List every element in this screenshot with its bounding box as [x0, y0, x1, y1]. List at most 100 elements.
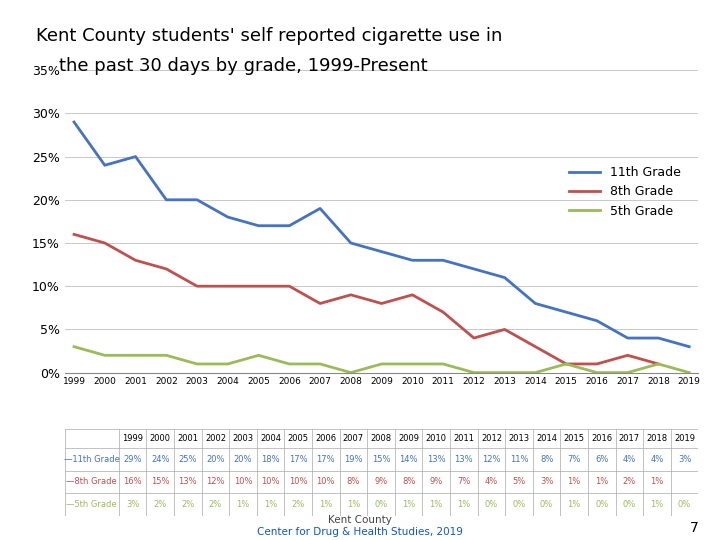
Text: 1%: 1%	[430, 500, 443, 509]
Text: 11%: 11%	[510, 455, 528, 464]
Text: 3%: 3%	[678, 455, 691, 464]
5th Grade	[70, 343, 78, 350]
Text: 4%: 4%	[650, 455, 664, 464]
Text: 2%: 2%	[153, 500, 167, 509]
5th Grade	[685, 369, 693, 376]
5th Grade	[531, 369, 540, 376]
Text: 1%: 1%	[457, 500, 470, 509]
11th Grade	[438, 257, 447, 264]
Text: 7: 7	[690, 521, 698, 535]
Text: 2017: 2017	[618, 434, 640, 443]
Text: 2006: 2006	[315, 434, 336, 443]
8th Grade	[346, 292, 355, 298]
8th Grade	[285, 283, 294, 289]
Text: 12%: 12%	[482, 455, 500, 464]
8th Grade	[377, 300, 386, 307]
Text: 15%: 15%	[372, 455, 390, 464]
Text: 2001: 2001	[177, 434, 198, 443]
11th Grade	[531, 300, 540, 307]
Text: 2%: 2%	[292, 500, 305, 509]
Text: 1%: 1%	[567, 477, 581, 487]
Text: 2013: 2013	[508, 434, 530, 443]
Text: 18%: 18%	[261, 455, 280, 464]
Text: 2000: 2000	[150, 434, 171, 443]
5th Grade	[101, 352, 109, 359]
Text: 0%: 0%	[540, 500, 553, 509]
8th Grade	[70, 231, 78, 238]
Text: the past 30 days by grade, 1999-Present: the past 30 days by grade, 1999-Present	[36, 57, 428, 75]
11th Grade	[624, 335, 632, 341]
5th Grade	[162, 352, 171, 359]
5th Grade	[469, 369, 478, 376]
Text: 0%: 0%	[485, 500, 498, 509]
Text: 20%: 20%	[234, 455, 252, 464]
8th Grade	[223, 283, 232, 289]
8th Grade	[408, 292, 417, 298]
Text: Center for Drug & Health Studies, 2019: Center for Drug & Health Studies, 2019	[257, 527, 463, 537]
Text: 4%: 4%	[485, 477, 498, 487]
5th Grade	[131, 352, 140, 359]
Text: 15%: 15%	[151, 477, 169, 487]
Text: 9%: 9%	[374, 477, 387, 487]
Text: 1%: 1%	[236, 500, 250, 509]
Text: 19%: 19%	[344, 455, 363, 464]
Text: 20%: 20%	[206, 455, 225, 464]
Text: —5th Grade: —5th Grade	[66, 500, 117, 509]
Text: 6%: 6%	[595, 455, 608, 464]
11th Grade	[469, 266, 478, 272]
8th Grade	[316, 300, 325, 307]
8th Grade	[101, 240, 109, 246]
Text: 2014: 2014	[536, 434, 557, 443]
5th Grade	[377, 361, 386, 367]
Text: 0%: 0%	[595, 500, 608, 509]
Text: —11th Grade: —11th Grade	[64, 455, 120, 464]
Text: 12%: 12%	[206, 477, 225, 487]
8th Grade	[531, 343, 540, 350]
Text: —8th Grade: —8th Grade	[66, 477, 117, 487]
5th Grade	[408, 361, 417, 367]
8th Grade	[131, 257, 140, 264]
Line: 8th Grade: 8th Grade	[74, 234, 658, 364]
11th Grade	[377, 248, 386, 255]
Text: 10%: 10%	[317, 477, 335, 487]
Text: 0%: 0%	[623, 500, 636, 509]
Text: 10%: 10%	[234, 477, 252, 487]
Text: 2007: 2007	[343, 434, 364, 443]
Text: 7%: 7%	[567, 455, 581, 464]
11th Grade	[223, 214, 232, 220]
Text: Kent County: Kent County	[328, 515, 392, 525]
8th Grade	[438, 309, 447, 315]
11th Grade	[408, 257, 417, 264]
5th Grade	[193, 361, 202, 367]
Text: 9%: 9%	[430, 477, 443, 487]
Text: 1%: 1%	[347, 500, 360, 509]
5th Grade	[624, 369, 632, 376]
Text: 17%: 17%	[317, 455, 335, 464]
Text: 2012: 2012	[481, 434, 502, 443]
11th Grade	[316, 205, 325, 212]
11th Grade	[285, 222, 294, 229]
Text: 2003: 2003	[233, 434, 253, 443]
Text: 2009: 2009	[398, 434, 419, 443]
Text: 2018: 2018	[647, 434, 667, 443]
Legend: 11th Grade, 8th Grade, 5th Grade: 11th Grade, 8th Grade, 5th Grade	[564, 161, 686, 222]
Text: 1%: 1%	[595, 477, 608, 487]
Text: 1%: 1%	[264, 500, 277, 509]
Text: 1999: 1999	[122, 434, 143, 443]
Text: 10%: 10%	[289, 477, 307, 487]
11th Grade	[131, 153, 140, 160]
11th Grade	[101, 162, 109, 168]
8th Grade	[654, 361, 662, 367]
5th Grade	[593, 369, 601, 376]
11th Grade	[70, 119, 78, 125]
Text: 1%: 1%	[567, 500, 581, 509]
Text: 0%: 0%	[374, 500, 387, 509]
Text: 2%: 2%	[623, 477, 636, 487]
8th Grade	[593, 361, 601, 367]
8th Grade	[469, 335, 478, 341]
5th Grade	[285, 361, 294, 367]
11th Grade	[562, 309, 570, 315]
Text: 0%: 0%	[513, 500, 526, 509]
Text: 14%: 14%	[400, 455, 418, 464]
Text: 2008: 2008	[370, 434, 392, 443]
